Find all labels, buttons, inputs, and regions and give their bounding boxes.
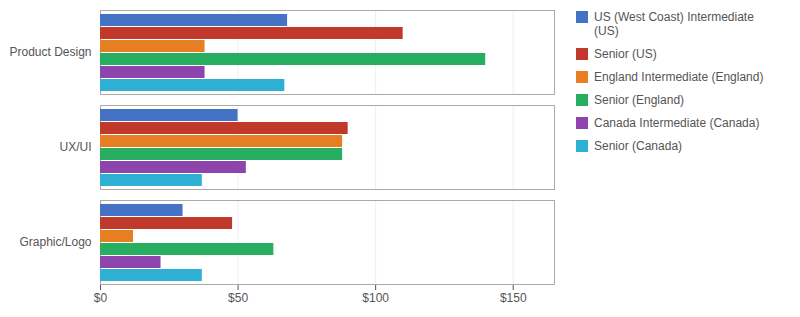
svg-text:Product Design: Product Design (9, 45, 91, 59)
svg-text:$100: $100 (362, 291, 389, 305)
html-text:Senior (US): Senior (US) (594, 47, 657, 61)
html-text:England Intermediate (England): England Intermediate (England) (594, 70, 764, 84)
html-text:Senior (England): Senior (England) (594, 93, 685, 107)
html-text:US (West Coast) Intermediate (: US (West Coast) Intermediate (US) (594, 10, 754, 38)
svg-text:$150: $150 (500, 291, 527, 305)
svg-text:UX/UI: UX/UI (59, 140, 91, 154)
svg-text:Graphic/Logo: Graphic/Logo (19, 235, 91, 249)
svg-text:$50: $50 (228, 291, 248, 305)
html-text:Canada Intermediate (Canada): Canada Intermediate (Canada) (594, 116, 760, 130)
svg-text:$0: $0 (94, 291, 108, 305)
html-text:Senior (Canada): Senior (Canada) (594, 139, 683, 153)
